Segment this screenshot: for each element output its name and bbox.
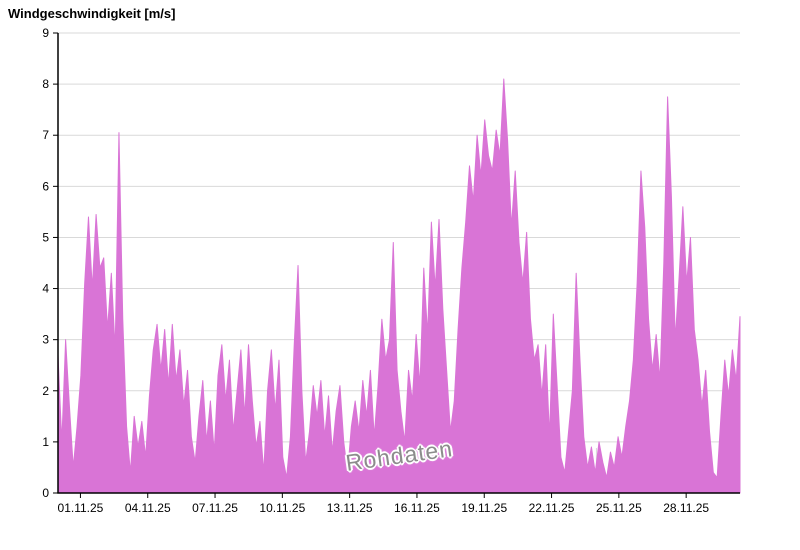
wind-series-area (57, 78, 741, 494)
y-tick-label: 2 (42, 384, 49, 398)
x-tick-label: 28.11.25 (663, 501, 709, 515)
y-tick-label: 1 (42, 435, 49, 449)
x-tick-label: 19.11.25 (461, 501, 507, 515)
y-tick-label: 4 (42, 282, 49, 296)
x-tick-label: 22.11.25 (529, 501, 575, 515)
x-tick-label: 10.11.25 (259, 501, 305, 515)
y-tick-label: 7 (42, 128, 49, 142)
y-tick-label: 9 (42, 26, 49, 40)
y-tick-label: 6 (42, 179, 49, 193)
x-tick-label: 25.11.25 (596, 501, 642, 515)
x-tick-label: 04.11.25 (125, 501, 171, 515)
x-tick-label: 16.11.25 (394, 501, 440, 515)
x-tick-label: 07.11.25 (192, 501, 238, 515)
x-tick-label: 13.11.25 (327, 501, 373, 515)
y-tick-label: 8 (42, 77, 49, 91)
x-tick-label: 01.11.25 (58, 501, 104, 515)
y-tick-label: 0 (42, 486, 49, 500)
y-tick-label: 5 (42, 230, 49, 244)
chart-title: Windgeschwindigkeit [m/s] (8, 6, 176, 21)
y-tick-label: 3 (42, 333, 49, 347)
